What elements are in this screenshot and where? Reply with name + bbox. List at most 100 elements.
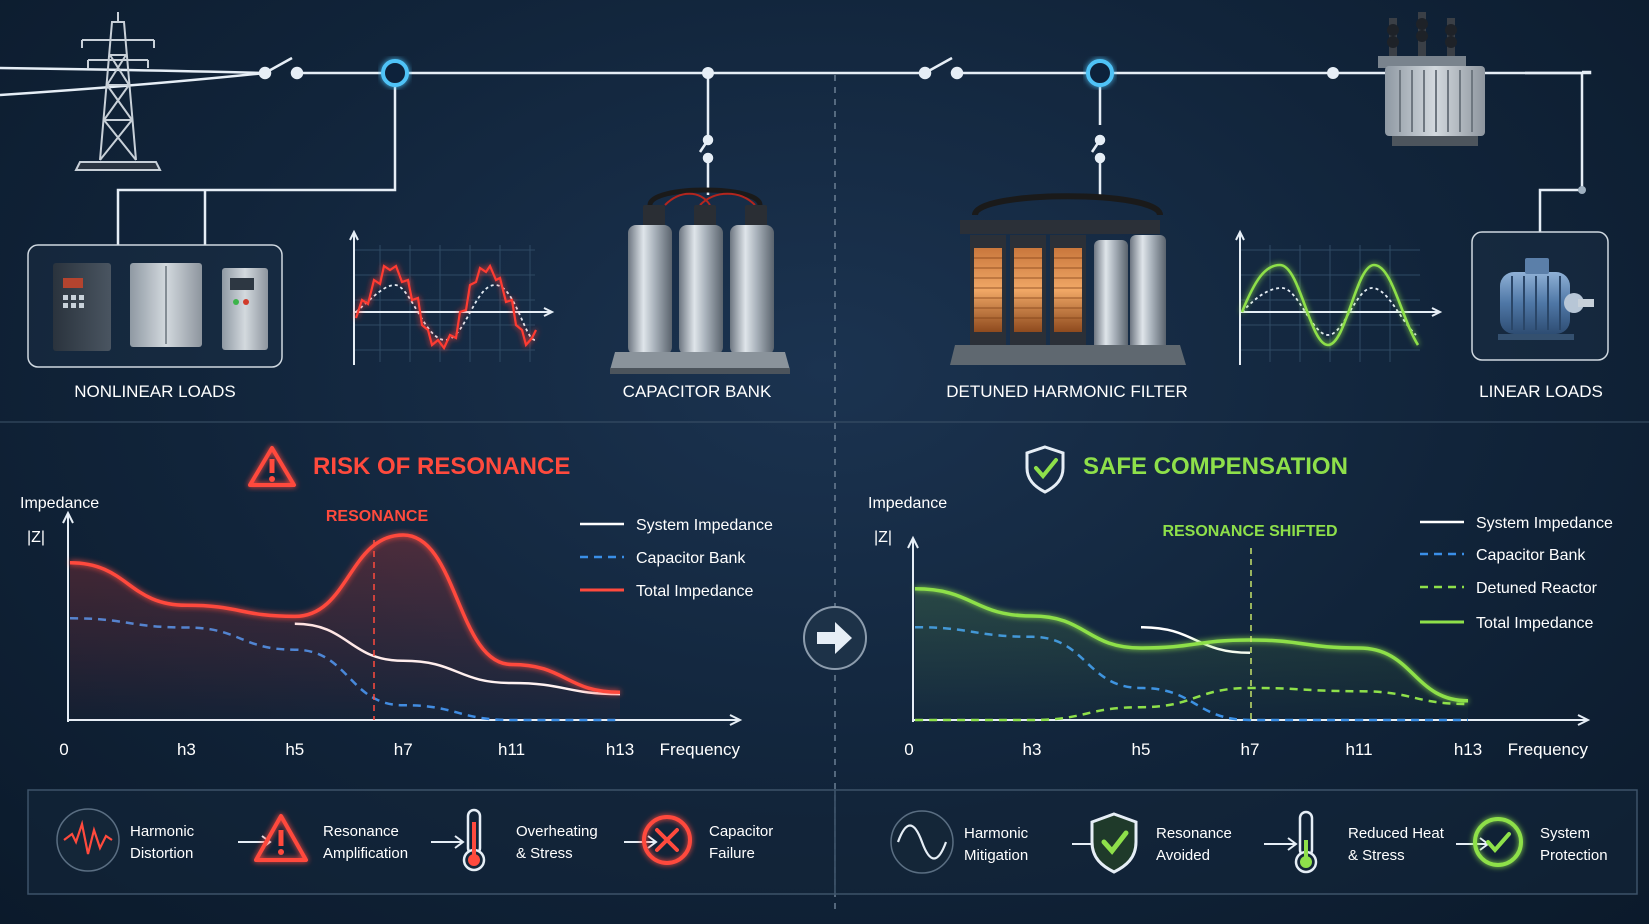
check-circle-icon-check [1486, 832, 1511, 854]
right-ylabel-z: |Z| [874, 529, 892, 546]
series-line [914, 587, 1469, 703]
label-linear-loads: LINEAR LOADS [1479, 382, 1603, 401]
flow-step-label: Mitigation [964, 847, 1028, 864]
right-chart-marks [914, 548, 1469, 722]
legend-system-impedance: System Impedance [636, 517, 773, 534]
transformer-icon [1378, 12, 1485, 146]
warning-triangle-icon [248, 446, 296, 487]
flow-step-label: Resonance [1156, 825, 1232, 842]
left-chart-axes: 0 h3 h5 h7 h11 h13 Frequency [59, 510, 743, 759]
y-axis [62, 510, 74, 722]
y-axis [907, 535, 919, 722]
legend-total-impedance: Total Impedance [1476, 615, 1594, 632]
flow-step-label: Avoided [1156, 847, 1210, 864]
flow-arrow-icon [431, 835, 465, 849]
hot-thermometer-icon-column [472, 822, 476, 858]
warning-triangle-icon [254, 814, 308, 862]
left-ylabel: Impedance [20, 495, 99, 512]
distortion-wave-icon-ring [56, 808, 120, 872]
flow-step-label: Harmonic [964, 825, 1029, 842]
x-tick-label: h13 [606, 740, 634, 759]
flow-step-label: Failure [709, 845, 755, 862]
flow-step-label: & Stress [516, 845, 573, 862]
label-detuned-filter: DETUNED HARMONIC FILTER [946, 382, 1187, 401]
x-circle-icon [642, 815, 692, 865]
flow-step-label: Reduced Heat [1348, 825, 1445, 842]
left-resonance-label: RESONANCE [326, 508, 429, 525]
left-panel-title: RISK OF RESONANCE [313, 453, 570, 480]
clean-waveform-chart [1235, 229, 1443, 365]
flow-step-label: Overheating [516, 823, 598, 840]
right-panel-title: SAFE COMPENSATION [1083, 453, 1348, 480]
legend-total-impedance: Total Impedance [636, 583, 754, 600]
clean-wave-icon [896, 824, 948, 860]
shield-check-icon-check [1101, 830, 1129, 855]
transmission-tower-icon [74, 12, 162, 171]
shield-check-title-icon [1025, 445, 1065, 494]
flow-step-label: Protection [1540, 847, 1608, 864]
switch-left [258, 56, 304, 80]
flow-arrow-icon [1264, 837, 1298, 851]
left-ylabel-z: |Z| [27, 529, 45, 546]
warning-triangle-icon-dot [278, 849, 284, 855]
bus-line [0, 66, 1592, 245]
right-legend: System Impedance Capacitor Bank Detuned … [1420, 515, 1613, 632]
transition-arrow-icon [803, 606, 867, 670]
right-resonance-label: RESONANCE SHIFTED [1162, 523, 1337, 540]
x-tick-label: h3 [177, 740, 196, 759]
x-tick-label: h7 [394, 740, 413, 759]
vfd-drive-icon [53, 263, 268, 351]
flow-step-label: Distortion [130, 845, 193, 862]
x-tick-label: h5 [285, 740, 304, 759]
label-capacitor-bank: CAPACITOR BANK [623, 382, 772, 401]
capacitor-bank-icon [610, 187, 790, 374]
distortion-wave-icon [63, 819, 113, 855]
distorted-waveform-chart [349, 229, 555, 365]
flow-left: Harmonic Distortion Resonance Amplification… [56, 808, 773, 872]
x-tick-label: h11 [498, 740, 525, 759]
bus-node [702, 67, 714, 79]
switch-filter [1090, 134, 1106, 164]
flow-box-right [834, 789, 1638, 895]
x-tick-label: 0 [904, 740, 913, 759]
cool-thermometer-icon-fluid [1300, 856, 1312, 868]
hot-thermometer-icon-fluid [468, 854, 480, 866]
flow-step-label: Resonance [323, 823, 399, 840]
flow-step-label: & Stress [1348, 847, 1405, 864]
warning-triangle-icon-bar [278, 830, 284, 846]
flow-arrow-icon [624, 835, 658, 849]
x-tick-label: h13 [1454, 740, 1482, 759]
measurement-node-right [1086, 59, 1114, 87]
flow-step-label: Amplification [323, 845, 408, 862]
right-ylabel: Impedance [868, 495, 947, 512]
legend-capacitor-bank: Capacitor Bank [1476, 547, 1586, 564]
switch-capacitor [698, 134, 714, 164]
flow-step-label: System [1540, 825, 1590, 842]
shield-check-icon [1090, 812, 1138, 874]
cool-thermometer-icon-column [1304, 840, 1308, 860]
x-tick-label: 0 [59, 740, 68, 759]
flow-step-label: Harmonic [130, 823, 195, 840]
switch-right [918, 56, 964, 80]
legend-system-impedance: System Impedance [1476, 515, 1613, 532]
bus-node [1578, 186, 1586, 194]
x-tick-label: h5 [1132, 740, 1151, 759]
detuned-filter-icon [950, 193, 1186, 365]
series-area [915, 588, 1468, 720]
flow-right: Harmonic Mitigation Resonance Avoided Reduce… [890, 810, 1608, 874]
x-circle-icon-x [655, 828, 679, 852]
check-circle-icon [1473, 817, 1523, 867]
x-axis-label: Frequency [660, 740, 741, 759]
series-area [70, 535, 620, 720]
bus-node [1327, 67, 1339, 79]
x-tick-label: h11 [1345, 740, 1372, 759]
x-tick-label: h3 [1023, 740, 1042, 759]
legend-detuned-reactor: Detuned Reactor [1476, 580, 1598, 597]
measurement-node-left [381, 59, 409, 87]
label-nonlinear-loads: NONLINEAR LOADS [74, 382, 236, 401]
left-chart-marks [69, 533, 621, 722]
series-line [69, 533, 621, 694]
left-legend: System Impedance Capacitor Bank Total Im… [580, 517, 773, 600]
